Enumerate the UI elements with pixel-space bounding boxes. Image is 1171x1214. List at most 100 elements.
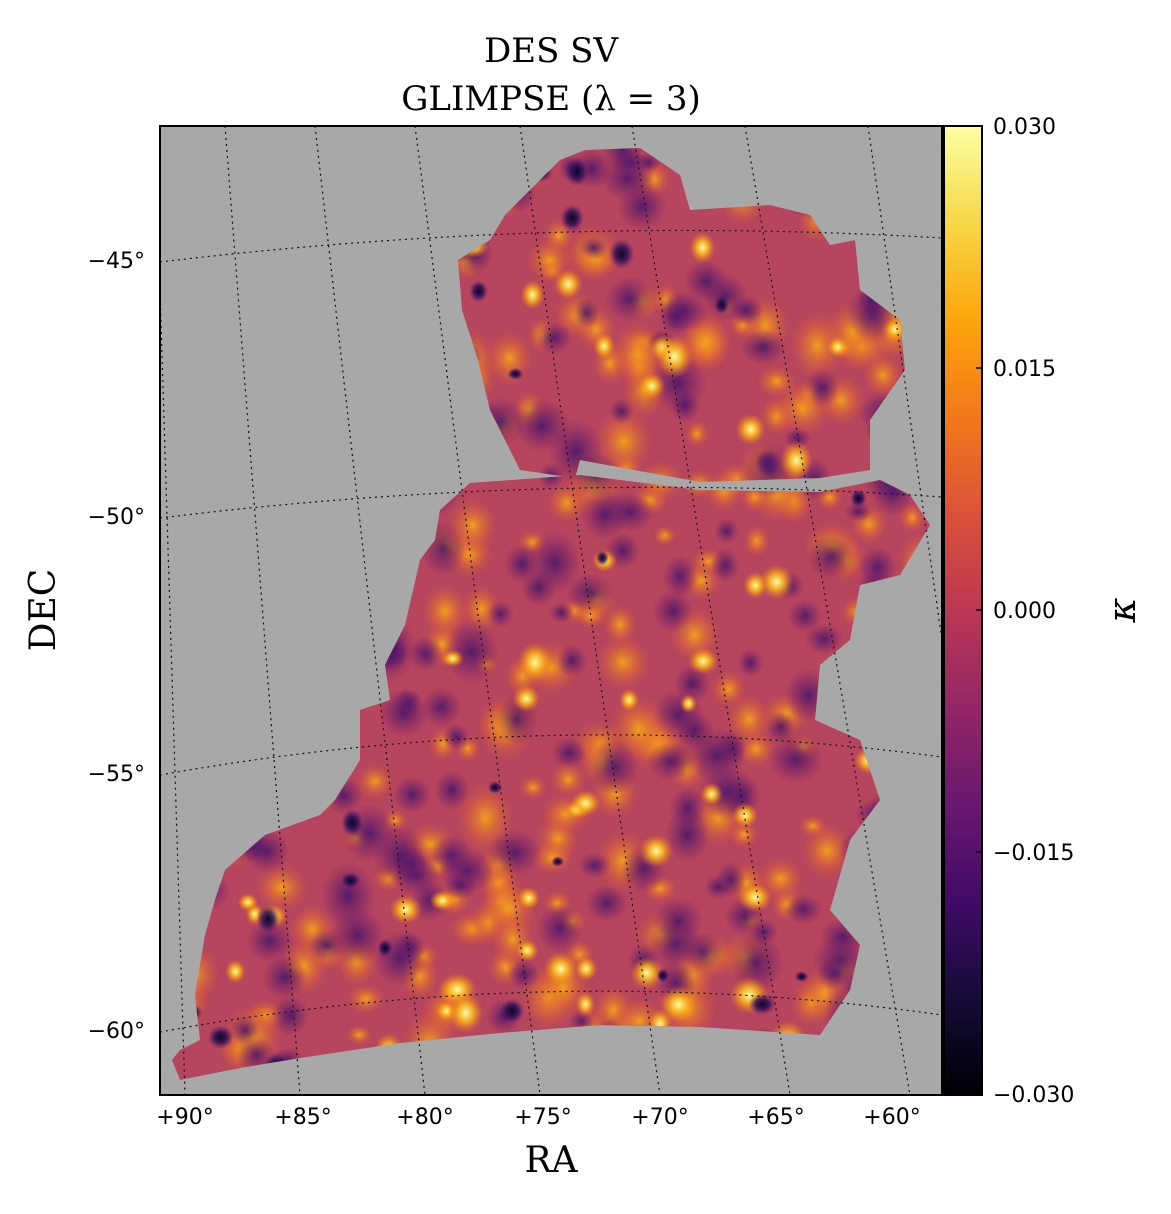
void-kappa-spot <box>377 938 393 958</box>
peak-kappa-spot <box>689 231 716 264</box>
negative-kappa-region <box>740 329 786 365</box>
negative-kappa-region <box>653 589 693 633</box>
peak-kappa-spot <box>630 956 664 990</box>
negative-kappa-region <box>551 737 587 769</box>
negative-kappa-region <box>783 894 823 924</box>
void-kappa-spot <box>656 968 670 983</box>
void-kappa-spot <box>256 905 280 934</box>
negative-kappa-region <box>737 648 764 678</box>
colorbar-tick-label: 0.000 <box>993 599 1056 624</box>
positive-kappa-region <box>346 983 386 1015</box>
negative-kappa-region <box>670 388 700 423</box>
peak-kappa-spot <box>429 890 456 911</box>
negative-kappa-region <box>806 535 856 579</box>
peak-kappa-spot <box>389 894 423 925</box>
graticule <box>160 126 942 1095</box>
axes-frame <box>159 125 943 1096</box>
positive-kappa-region <box>549 761 587 798</box>
peak-kappa-spot <box>639 834 674 868</box>
negative-kappa-region <box>804 368 840 408</box>
colorbar-ticks <box>976 367 982 853</box>
negative-kappa-region <box>714 518 739 544</box>
dec-gridline-60 <box>160 990 942 1033</box>
peak-kappa-spot <box>512 685 541 713</box>
peak-kappa-spot <box>517 886 541 910</box>
peak-kappa-spot <box>575 991 596 1017</box>
void-kappa-spot <box>565 157 589 187</box>
negative-kappa-region <box>372 824 428 887</box>
colorbar-tick-label: −0.015 <box>993 841 1074 866</box>
y-tick-label: −50° <box>88 505 145 530</box>
chart-title-line1: DES SV <box>484 31 619 71</box>
peak-kappa-spot <box>680 694 697 714</box>
ra-gridline-75 <box>414 126 541 1095</box>
negative-kappa-region <box>408 636 443 672</box>
colorbar <box>943 125 983 1096</box>
negative-kappa-region <box>754 451 781 476</box>
negative-kappa-region <box>805 623 843 655</box>
ra-gridline-55 <box>867 126 942 641</box>
void-kappa-spot <box>487 780 503 794</box>
peak-kappa-spot <box>593 332 616 360</box>
colorbar-label: κ <box>1100 597 1144 623</box>
void-kappa-spot <box>748 993 776 1015</box>
negative-kappa-region <box>487 829 542 877</box>
colorbar-tick-label: 0.015 <box>993 357 1056 382</box>
negative-kappa-region <box>394 687 422 719</box>
x-tick-label: +85° <box>274 1105 331 1130</box>
negative-kappa-region <box>487 600 514 628</box>
negative-kappa-region <box>246 920 293 962</box>
y-tick-label: −45° <box>88 249 145 274</box>
negative-kappa-region <box>711 548 740 583</box>
positive-kappa-region <box>704 470 744 512</box>
void-kappa-spot <box>595 550 609 566</box>
ra-gridline-70 <box>519 126 661 1095</box>
peak-kappa-spot <box>553 268 583 300</box>
peak-kappa-spot <box>738 882 773 913</box>
peak-kappa-spot <box>688 647 719 675</box>
peak-kappa-spot <box>700 782 723 806</box>
ra-gridline-65 <box>631 126 791 1095</box>
negative-kappa-region <box>766 710 796 744</box>
peak-kappa-spot <box>826 336 849 358</box>
void-kappa-spot <box>340 872 361 889</box>
positive-kappa-region <box>355 763 394 800</box>
void-kappa-spot <box>560 204 584 232</box>
negative-kappa-region <box>605 492 655 532</box>
negative-kappa-region <box>440 848 494 893</box>
positive-kappa-region <box>595 634 651 691</box>
negative-kappa-region <box>609 398 634 425</box>
ra-gridline-80 <box>314 126 426 1095</box>
positive-kappa-region <box>345 1024 374 1046</box>
peak-kappa-spot <box>520 279 545 310</box>
ra-gridline-90 <box>160 289 186 1095</box>
void-kappa-spot <box>499 998 525 1024</box>
positive-kappa-region <box>530 840 575 876</box>
positive-kappa-region <box>710 670 747 708</box>
peak-kappa-spot <box>759 564 794 600</box>
x-tick-label: +70° <box>631 1105 688 1130</box>
x-axis-label: RA <box>524 1140 578 1181</box>
negative-kappa-region <box>520 569 557 607</box>
negative-kappa-region <box>565 573 615 612</box>
negative-kappa-region <box>605 276 655 322</box>
negative-kappa-region <box>320 862 376 930</box>
peak-kappa-spot <box>441 649 464 668</box>
negative-kappa-region <box>704 874 732 900</box>
negative-kappa-region <box>645 742 697 781</box>
peak-kappa-spot <box>515 939 539 962</box>
peak-kappa-spot <box>224 959 246 984</box>
void-kappa-spot <box>714 295 730 315</box>
peak-kappa-spot <box>655 335 694 379</box>
peak-kappa-spot <box>735 413 766 446</box>
negative-kappa-region <box>535 322 573 354</box>
peak-kappa-spot <box>574 956 598 981</box>
x-tick-label: +75° <box>514 1105 571 1130</box>
negative-kappa-region <box>768 735 823 784</box>
negative-kappa-region <box>434 770 470 811</box>
peak-kappa-spot <box>570 790 601 817</box>
negative-kappa-region <box>442 723 470 751</box>
y-axis-label: DEC <box>23 569 64 652</box>
negative-kappa-region <box>660 298 692 337</box>
